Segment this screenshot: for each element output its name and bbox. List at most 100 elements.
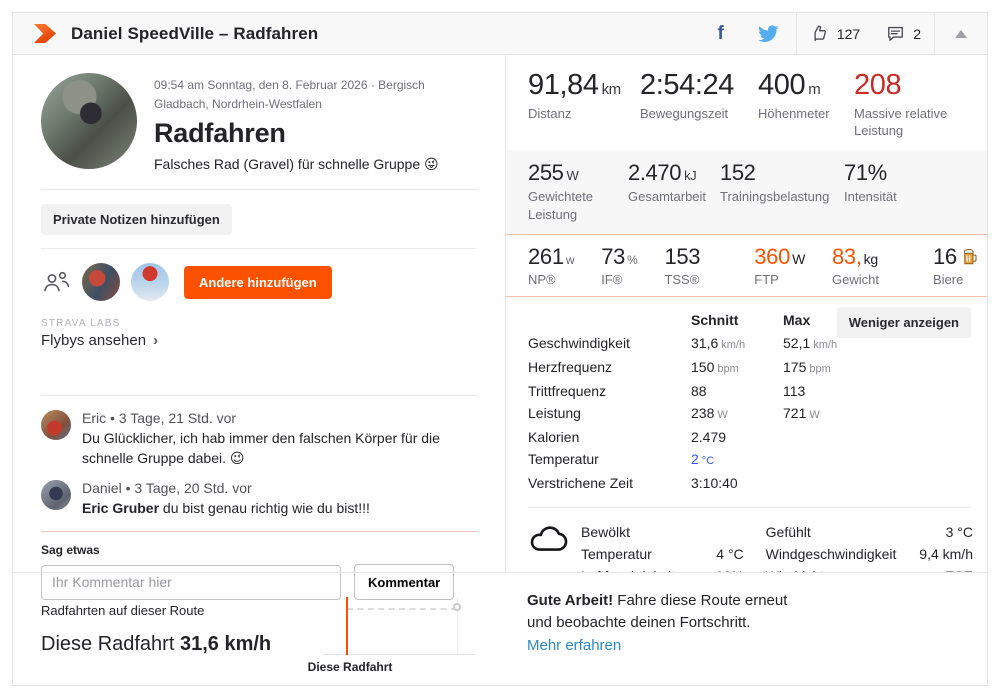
strava-labs-block: STRAVA LABS Flybys ansehen › [41, 318, 477, 349]
comments-list: Eric • 3 Tage, 21 Std. vor Du Glückliche… [41, 410, 477, 518]
comment-item: Daniel • 3 Tage, 20 Std. vor Eric Gruber… [41, 479, 477, 518]
flybys-link[interactable]: Flybys ansehen › [41, 332, 159, 350]
group-athlete-avatar[interactable] [82, 263, 120, 302]
activity-head: 09:54 am Sonntag, den 8. Februar 2026 · … [41, 73, 477, 173]
strava-logo-icon[interactable] [34, 24, 56, 43]
chevron-right-icon: › [153, 332, 159, 350]
learn-more-link[interactable]: Mehr erfahren [527, 636, 622, 654]
commenter-avatar[interactable] [41, 410, 71, 441]
comment-form: Kommentar [41, 564, 477, 601]
activity-card: Daniel SpeedVille – Radfahren f 127 2 [12, 12, 988, 686]
divider [528, 507, 971, 509]
this-ride-marker[interactable] [345, 597, 348, 655]
route-performance-kicker: Radfahrten auf dieser Route [41, 603, 205, 618]
divider [41, 248, 477, 250]
kudos-button[interactable]: 127 [797, 13, 873, 54]
secondary-stats: 255 W Gewichtete Leistung 2.470 kJ Gesamta… [506, 149, 987, 235]
chart-baseline [323, 654, 475, 655]
weather-right-table: Gefühlt 3 °C Windgeschwindigkeit 9,4 km/h … [766, 521, 973, 572]
activity-description: Falsches Rad (Gravel) für schnelle Grupp… [154, 156, 439, 173]
other-effort-marker[interactable] [452, 603, 461, 611]
chevron-up-icon [955, 29, 967, 38]
add-others-button[interactable]: Andere hinzufügen [184, 265, 332, 299]
stat-intensity: 71% Intensität [844, 159, 897, 205]
comment-text: Du Glücklicher, ich hab immer den falsch… [82, 430, 440, 467]
header-divider [795, 13, 797, 54]
kudos-count: 127 [836, 25, 861, 42]
stat-weight: 83, kg Gewicht [831, 244, 879, 288]
say-something-label: Sag etwas [41, 543, 100, 558]
facebook-share-button[interactable]: f [701, 13, 741, 54]
twitter-share-button[interactable] [741, 13, 796, 54]
private-notes-button[interactable]: Private Notizen hinzufügen [41, 204, 232, 236]
primary-stats: 91,84 km Distanz 2:54:24 Bewegungszeit 40… [506, 55, 987, 150]
mention-link[interactable]: Eric Gruber [82, 499, 160, 516]
chart-dashed-line [347, 608, 457, 610]
table-row-temperature: Temperatur 2 °C [528, 451, 715, 468]
table-row-calories: Kalorien 2.479 [528, 429, 727, 446]
comment-count: 2 [913, 25, 921, 42]
main-content: 09:54 am Sonntag, den 8. Februar 2026 · … [13, 55, 987, 601]
activity-social-column: 09:54 am Sonntag, den 8. Februar 2026 · … [13, 55, 505, 601]
kudos-thumb-icon [814, 25, 826, 42]
table-row-speed: Geschwindigkeit 31,6 km/h 52,1 km/h [528, 335, 838, 352]
promo-text: Gute Arbeit! Fahre diese Route erneut un… [527, 590, 795, 656]
weather-feels-row: Gefühlt 3 °C [765, 524, 973, 541]
activity-title: Radfahren [154, 118, 286, 149]
page-title: Daniel SpeedVille – Radfahren [71, 23, 319, 43]
group-athlete-avatar[interactable] [131, 263, 169, 302]
chart-gridline [456, 597, 458, 655]
comments-button[interactable]: 2 [873, 13, 934, 54]
stat-total-work: 2.470 kJ Gesamtarbeit [628, 159, 707, 205]
comment-submit-button[interactable]: Kommentar [354, 564, 455, 601]
facebook-icon: f [717, 23, 724, 44]
comment-bubble-icon [888, 26, 904, 41]
weather-temp-row: Temperatur 4 °C [581, 546, 744, 563]
weather-wind-speed-row: Windgeschwindigkeit 9,4 km/h [765, 546, 973, 563]
table-row-heartrate: Herzfrequenz 150 bpm 175 bpm [528, 359, 831, 376]
twitter-icon [758, 24, 779, 42]
details-table-header: Schnitt Max [691, 312, 811, 329]
stat-if: 73% IF® [601, 244, 638, 288]
power-stats: 261 w NP® 73% IF® 153 TSS® 360 W FTP 83, k [506, 234, 987, 298]
divider [41, 395, 477, 397]
stat-distance: 91,84 km Distanz [528, 69, 621, 121]
details-table: Weniger anzeigen Schnitt Max Geschwindig… [506, 297, 987, 494]
weather-wind-dir-row: WindrichtungESE [766, 565, 973, 572]
stat-moving-time: 2:54:24 Bewegungszeit [640, 69, 734, 121]
beer-icon [963, 249, 977, 265]
comment-input[interactable] [41, 564, 341, 600]
activity-stats-column: 91,84 km Distanz 2:54:24 Bewegungszeit 40… [505, 55, 987, 572]
route-performance-line: Diese Radfahrt 31,6 km/h [41, 633, 272, 655]
table-row-cadence: Trittfrequenz 88 113 [528, 383, 806, 400]
comment-item: Eric • 3 Tage, 21 Std. vor Du Glückliche… [41, 410, 477, 469]
header-actions: f 127 2 [701, 13, 987, 54]
comment-meta: Eric • 3 Tage, 21 Std. vor [82, 410, 237, 427]
stat-ftp: 360 W FTP [754, 244, 805, 288]
stat-tss: 153 TSS® [664, 244, 701, 288]
table-row-power: Leistung 238 W 721 W [528, 405, 820, 422]
show-less-button[interactable]: Weniger anzeigen [836, 307, 971, 339]
table-row-elapsed-time: Verstrichene Zeit 3:10:40 [528, 475, 738, 492]
collapse-button[interactable] [935, 13, 987, 54]
stat-relative-effort: 208 Massive relative Leistung [854, 69, 948, 139]
athlete-avatar[interactable] [41, 73, 137, 169]
comment-meta: Daniel • 3 Tage, 20 Std. vor [82, 479, 252, 496]
stat-elevation: 400 m Höhenmeter [758, 69, 830, 121]
route-performance-block: Radfahrten auf dieser Route Diese Radfah… [13, 573, 505, 685]
group-athletes-row: Andere hinzufügen [41, 263, 477, 302]
stat-beers: 16 Biere [933, 244, 979, 287]
stat-np: 261 w NP® [528, 244, 575, 288]
strava-labs-kicker: STRAVA LABS [41, 318, 121, 330]
route-efforts-chart[interactable]: Diese Radfahrt [308, 597, 475, 674]
comment-text: Eric Gruber du bist genau richtig wie du… [82, 499, 370, 516]
new-comment-divider [41, 531, 477, 533]
bottom-strip: Radfahrten auf dieser Route Diese Radfah… [13, 572, 987, 685]
group-athletes-icon [44, 272, 70, 292]
weather-humidity-row: Luftfeuchtigkeit93% [581, 565, 744, 572]
commenter-avatar[interactable] [41, 479, 71, 510]
this-ride-label: Diese Radfahrt [307, 660, 393, 674]
weather-condition-row: Bewölkt [581, 524, 631, 541]
